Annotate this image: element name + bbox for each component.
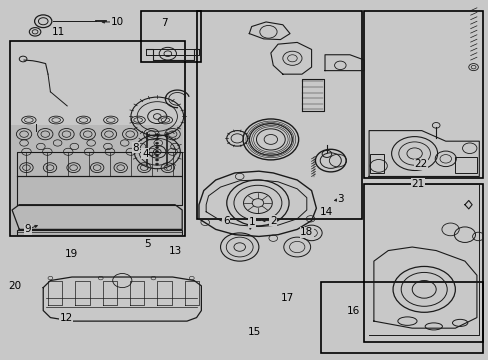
Circle shape [155, 163, 158, 165]
Text: 7: 7 [161, 18, 167, 28]
Text: 12: 12 [60, 312, 73, 323]
Text: 22: 22 [413, 159, 427, 169]
Text: 4: 4 [142, 149, 148, 158]
Bar [196, 12, 361, 219]
Text: 19: 19 [64, 249, 78, 259]
Text: 14: 14 [319, 207, 332, 217]
Text: 11: 11 [52, 27, 65, 37]
Bar [140, 12, 201, 62]
Bar [369, 153, 384, 173]
Text: 16: 16 [346, 306, 359, 316]
Bar [364, 12, 482, 178]
Bar [364, 184, 482, 342]
Bar [454, 157, 476, 173]
Text: 10: 10 [111, 17, 124, 27]
Circle shape [155, 134, 158, 136]
Text: 20: 20 [8, 281, 21, 291]
Circle shape [155, 159, 158, 161]
Text: 13: 13 [168, 246, 181, 256]
Bar [11, 125, 183, 235]
Circle shape [155, 155, 158, 157]
Text: 2: 2 [269, 216, 276, 226]
Circle shape [155, 138, 158, 140]
Text: 21: 21 [410, 179, 424, 189]
Text: 6: 6 [223, 216, 229, 226]
Text: 5: 5 [144, 239, 151, 248]
Text: 3: 3 [336, 194, 343, 204]
Text: 1: 1 [248, 217, 254, 227]
Bar [10, 41, 184, 237]
Text: 15: 15 [247, 327, 260, 337]
Bar [321, 282, 482, 353]
Circle shape [155, 146, 158, 148]
Text: 18: 18 [300, 227, 313, 237]
Circle shape [155, 142, 158, 144]
Circle shape [155, 150, 158, 153]
Text: 9: 9 [24, 224, 31, 234]
Text: 17: 17 [281, 293, 294, 303]
Bar [17, 230, 182, 235]
Text: 8: 8 [132, 143, 139, 153]
